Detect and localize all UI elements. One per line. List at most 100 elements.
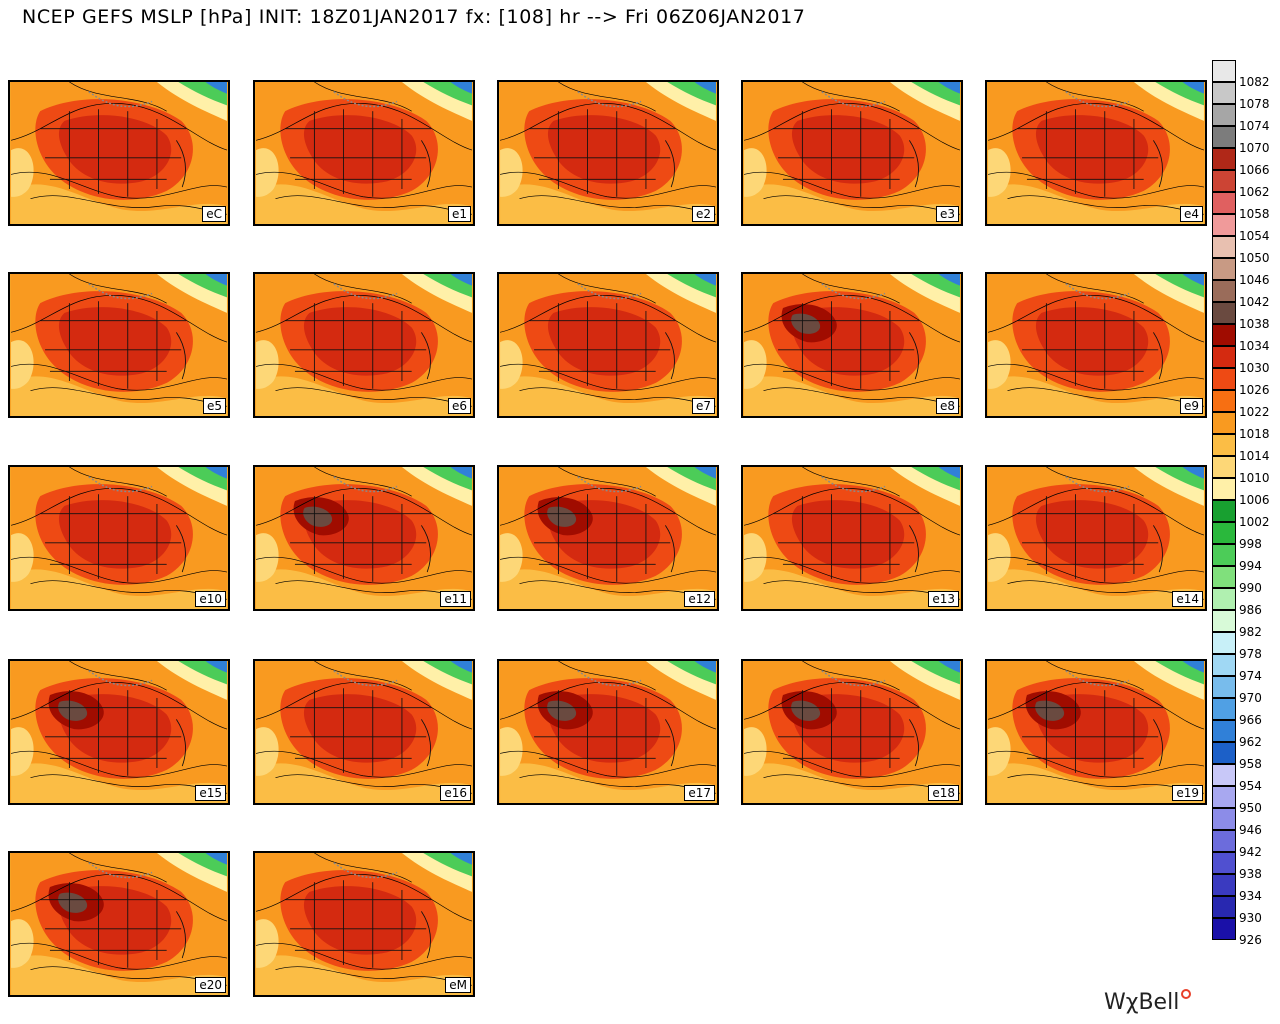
panel-member-label: e10 — [195, 591, 226, 607]
mslp-map — [743, 661, 961, 803]
legend-value-label: 966 — [1239, 713, 1262, 727]
legend-entry: 1074 — [1212, 104, 1274, 133]
legend-swatch — [1212, 170, 1236, 192]
legend-swatch — [1212, 456, 1236, 478]
legend-value-label: 946 — [1239, 823, 1262, 837]
ensemble-panel-e17: e17 — [497, 659, 719, 805]
panel-member-label: e1 — [447, 206, 471, 222]
panel-member-label: e16 — [440, 785, 471, 801]
mslp-map — [10, 467, 228, 609]
ensemble-panel-e14: e14 — [985, 465, 1207, 611]
legend-swatch — [1212, 742, 1236, 764]
mslp-map — [743, 274, 961, 416]
legend-value-label: 958 — [1239, 757, 1262, 771]
legend-swatch — [1212, 544, 1236, 566]
legend-entry: 1078 — [1212, 82, 1274, 111]
legend-entry: 1034 — [1212, 324, 1274, 353]
legend-value-label: 1074 — [1239, 119, 1270, 133]
ensemble-panel-e1: e1 — [253, 80, 475, 226]
legend-value-label: 974 — [1239, 669, 1262, 683]
legend-swatch — [1212, 522, 1236, 544]
legend-entry: 982 — [1212, 610, 1274, 639]
legend-entry: 1062 — [1212, 170, 1274, 199]
legend-value-label: 978 — [1239, 647, 1262, 661]
panel-member-label: e6 — [447, 398, 471, 414]
legend-entry: 970 — [1212, 676, 1274, 705]
legend-entry: 1022 — [1212, 390, 1274, 419]
legend-value-label: 1022 — [1239, 405, 1270, 419]
mslp-map — [10, 274, 228, 416]
legend-entry: 930 — [1212, 896, 1274, 925]
ensemble-panel-e2: e2 — [497, 80, 719, 226]
legend-entry: 1042 — [1212, 280, 1274, 309]
legend-value-label: 1038 — [1239, 317, 1270, 331]
legend-value-label: 1070 — [1239, 141, 1270, 155]
legend-swatch — [1212, 654, 1236, 676]
mslp-map — [499, 661, 717, 803]
legend-swatch — [1212, 258, 1236, 280]
ensemble-panel-e11: e11 — [253, 465, 475, 611]
legend-swatch — [1212, 698, 1236, 720]
ensemble-panel-e15: e15 — [8, 659, 230, 805]
panel-member-label: e4 — [1179, 206, 1203, 222]
legend-value-label: 994 — [1239, 559, 1262, 573]
legend-swatch — [1212, 302, 1236, 324]
panel-member-label: e5 — [202, 398, 226, 414]
legend-entry: 1050 — [1212, 236, 1274, 265]
legend-entry: 994 — [1212, 544, 1274, 573]
panel-member-label: e14 — [1172, 591, 1203, 607]
legend-entry: 934 — [1212, 874, 1274, 903]
panel-member-label: e3 — [935, 206, 959, 222]
panel-member-label: e17 — [684, 785, 715, 801]
legend-value-label: 1042 — [1239, 295, 1270, 309]
brand-dot-icon — [1181, 989, 1192, 999]
legend-entry: 1014 — [1212, 434, 1274, 463]
panel-member-label: e8 — [935, 398, 959, 414]
legend-swatch — [1212, 192, 1236, 214]
legend-swatch — [1212, 60, 1236, 82]
panel-member-label: e19 — [1172, 785, 1203, 801]
legend-swatch — [1212, 918, 1236, 940]
legend-swatch — [1212, 610, 1236, 632]
legend-swatch — [1212, 214, 1236, 236]
legend-value-label: 1058 — [1239, 207, 1270, 221]
legend-swatch — [1212, 500, 1236, 522]
legend-entry: 942 — [1212, 830, 1274, 859]
legend-value-label: 986 — [1239, 603, 1262, 617]
mslp-map — [255, 661, 473, 803]
panel-member-label: e7 — [691, 398, 715, 414]
legend-entry: 1070 — [1212, 126, 1274, 155]
legend-value-label: 942 — [1239, 845, 1262, 859]
legend-entry: 926 — [1212, 918, 1274, 947]
panel-member-label: e12 — [684, 591, 715, 607]
mslp-map — [987, 661, 1205, 803]
legend-entry: 1030 — [1212, 346, 1274, 375]
legend-swatch — [1212, 82, 1236, 104]
ensemble-panel-e8: e8 — [741, 272, 963, 418]
legend-entry: 986 — [1212, 588, 1274, 617]
legend-value-label: 930 — [1239, 911, 1262, 925]
legend-entry: 1018 — [1212, 412, 1274, 441]
panel-member-label: e18 — [928, 785, 959, 801]
ensemble-panel-e5: e5 — [8, 272, 230, 418]
legend-value-label: 1018 — [1239, 427, 1270, 441]
legend-swatch — [1212, 786, 1236, 808]
mslp-map — [10, 82, 228, 224]
legend-entry: 958 — [1212, 742, 1274, 771]
legend-entry: 1046 — [1212, 258, 1274, 287]
panel-member-label: e15 — [195, 785, 226, 801]
legend-entry: 1058 — [1212, 192, 1274, 221]
legend-swatch — [1212, 566, 1236, 588]
legend-entry: 950 — [1212, 786, 1274, 815]
legend-swatch — [1212, 764, 1236, 786]
legend-entry: 1006 — [1212, 478, 1274, 507]
legend-swatch — [1212, 346, 1236, 368]
legend-entry: 974 — [1212, 654, 1274, 683]
legend-swatch — [1212, 874, 1236, 896]
legend-swatch — [1212, 324, 1236, 346]
mslp-map — [499, 274, 717, 416]
legend-entry: 1010 — [1212, 456, 1274, 485]
brand-text: WχBell — [1104, 990, 1180, 1015]
panel-member-label: e9 — [1179, 398, 1203, 414]
legend-value-label: 938 — [1239, 867, 1262, 881]
